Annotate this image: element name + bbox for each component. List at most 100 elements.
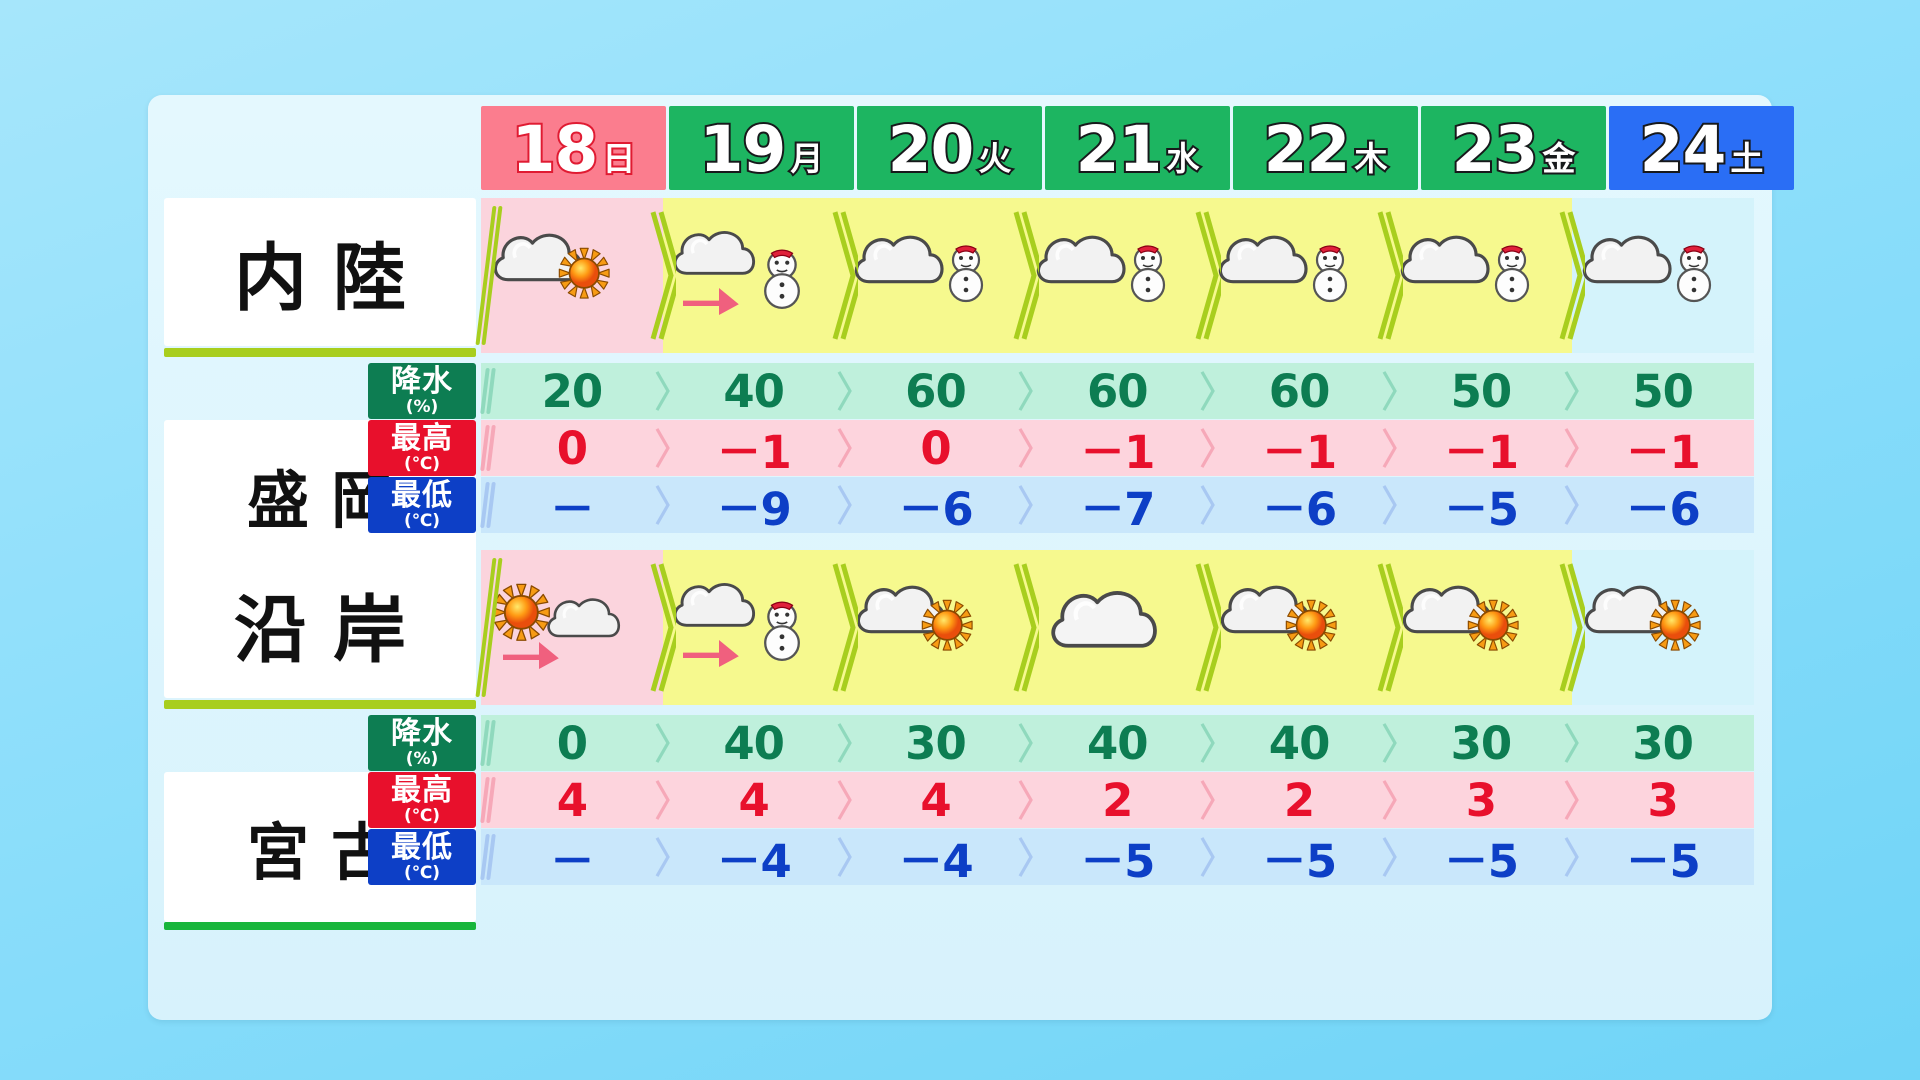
label-title: 最低 bbox=[391, 829, 453, 865]
chevron-separator bbox=[1561, 721, 1583, 765]
label-high-temp: 最高 (℃) bbox=[368, 420, 476, 476]
row-low-temp-inland: 最低 (℃) － －9 －6 －7 －6 －5 －6 bbox=[148, 477, 1772, 536]
cloud-snow-icon bbox=[1214, 214, 1384, 338]
chevron-separator bbox=[1561, 483, 1583, 527]
weather-cell-day-20[interactable] bbox=[844, 198, 1045, 353]
chevron-separator bbox=[1561, 778, 1583, 822]
day-number: 23 bbox=[1450, 112, 1541, 186]
cloud-snow-icon bbox=[1578, 214, 1748, 338]
row-precipitation-inland: 降水 (%) 20 40 60 60 60 50 50 bbox=[148, 363, 1772, 419]
day-weekday: 水 bbox=[1164, 138, 1201, 178]
label-low-temp: 最低 (℃) bbox=[368, 477, 476, 533]
value-cell-day-22: －1 bbox=[1208, 420, 1397, 479]
chevron-separator bbox=[652, 369, 674, 413]
value-cell-day-24: 3 bbox=[1647, 773, 1679, 827]
value-cell-day-23: －1 bbox=[1390, 420, 1579, 479]
chevron-separator bbox=[1197, 721, 1219, 765]
chevron-separator bbox=[1197, 835, 1219, 879]
weather-cell-day-24[interactable] bbox=[1571, 198, 1754, 353]
value-cell-day-23: 50 bbox=[1390, 363, 1579, 419]
day-header-19[interactable]: 19 月 bbox=[669, 106, 854, 190]
day-header-18[interactable]: 18 日 bbox=[481, 106, 666, 190]
chevron-separator bbox=[1015, 835, 1037, 879]
day-number: 19 bbox=[698, 112, 789, 186]
weather-cell-day-18[interactable] bbox=[475, 550, 682, 705]
value-cell-day-19: －4 bbox=[663, 829, 852, 888]
chevron-separator bbox=[1015, 778, 1037, 822]
label-unit: (%) bbox=[405, 748, 439, 769]
label-unit: (℃) bbox=[403, 862, 441, 883]
value-cell-day-20: 30 bbox=[845, 715, 1034, 771]
value-cell-day-24: －5 bbox=[1625, 834, 1701, 888]
value-cell-day-20: 0 bbox=[845, 420, 1034, 476]
weather-cell-day-22[interactable] bbox=[1208, 550, 1409, 705]
region-name-inland: 内陸 bbox=[164, 198, 476, 346]
cells: 4 4 4 2 2 3 3 bbox=[480, 772, 1754, 828]
cells: 20 40 60 60 60 50 50 bbox=[480, 363, 1754, 419]
chevron-separator bbox=[1561, 369, 1583, 413]
day-header-24[interactable]: 24 土 bbox=[1609, 106, 1794, 190]
weather-cell-day-24[interactable] bbox=[1571, 550, 1754, 705]
weather-cell-day-18[interactable] bbox=[475, 198, 682, 353]
value-cell-day-20: －6 bbox=[845, 477, 1034, 536]
value-cell-day-22: 60 bbox=[1208, 363, 1397, 419]
day-weekday: 月 bbox=[788, 138, 825, 178]
label-title: 最高 bbox=[391, 420, 453, 456]
day-divider-bar bbox=[480, 482, 496, 528]
day-header-23[interactable]: 23 金 bbox=[1421, 106, 1606, 190]
day-divider-bar bbox=[475, 206, 503, 345]
value-cell-day-24: 50 bbox=[1632, 364, 1694, 418]
weather-cell-day-19[interactable] bbox=[662, 550, 864, 705]
chevron-separator bbox=[834, 778, 856, 822]
value-cell-day-19: －1 bbox=[663, 420, 852, 479]
value-cell-day-20: 4 bbox=[845, 772, 1034, 828]
day-divider-bar bbox=[480, 777, 496, 823]
chevron-separator bbox=[1197, 778, 1219, 822]
value-cell-day-22: －6 bbox=[1208, 477, 1397, 536]
day-divider-bar bbox=[475, 558, 503, 697]
weather-cell-day-21[interactable] bbox=[1026, 550, 1227, 705]
chevron-separator bbox=[652, 721, 674, 765]
weather-cell-day-22[interactable] bbox=[1208, 198, 1409, 353]
value-cell-day-21: 2 bbox=[1026, 772, 1216, 828]
region-name-coast: 沿岸 bbox=[164, 550, 476, 698]
chevron-separator bbox=[1197, 369, 1219, 413]
weather-icon-strip-coast bbox=[475, 550, 1754, 705]
value-cell-day-22: 40 bbox=[1208, 715, 1397, 771]
day-weekday: 日 bbox=[600, 138, 637, 178]
value-cell-day-21: 60 bbox=[1026, 363, 1216, 419]
value-cell-day-21: －1 bbox=[1026, 420, 1216, 479]
chevron-separator bbox=[1379, 835, 1401, 879]
value-cell-day-18: － bbox=[480, 829, 670, 888]
day-header-20[interactable]: 20 火 bbox=[857, 106, 1042, 190]
cloud-sun-icon bbox=[1214, 566, 1384, 690]
day-header-21[interactable]: 21 水 bbox=[1045, 106, 1230, 190]
value-cell-day-23: －5 bbox=[1390, 477, 1579, 536]
label-title: 最高 bbox=[391, 772, 453, 808]
region-underline bbox=[164, 700, 476, 709]
cells: － －4 －4 －5 －5 －5 －5 bbox=[480, 829, 1754, 888]
day-number: 18 bbox=[510, 112, 601, 186]
region-label: 内陸 bbox=[234, 236, 432, 321]
weather-cell-day-19[interactable] bbox=[662, 198, 864, 353]
day-weekday: 土 bbox=[1728, 138, 1765, 178]
chevron-separator bbox=[1197, 426, 1219, 470]
day-divider-bar bbox=[480, 368, 496, 414]
day-number: 22 bbox=[1262, 112, 1353, 186]
chevron-separator bbox=[1015, 369, 1037, 413]
cloud-sun-icon bbox=[850, 566, 1020, 690]
weather-cell-day-23[interactable] bbox=[1389, 550, 1591, 705]
label-title: 降水 bbox=[391, 363, 453, 399]
chevron-separator bbox=[652, 483, 674, 527]
value-cell-day-24: －6 bbox=[1625, 482, 1701, 536]
weather-icon-strip-inland bbox=[475, 198, 1754, 353]
weather-cell-day-23[interactable] bbox=[1389, 198, 1591, 353]
value-cell-day-23: 30 bbox=[1390, 715, 1579, 771]
day-divider-bar bbox=[480, 834, 496, 880]
label-title: 最低 bbox=[391, 477, 453, 513]
weather-cell-day-20[interactable] bbox=[844, 550, 1045, 705]
chevron-separator bbox=[1379, 426, 1401, 470]
sun-cloud-icon bbox=[487, 566, 657, 690]
day-header-22[interactable]: 22 木 bbox=[1233, 106, 1418, 190]
weather-cell-day-21[interactable] bbox=[1026, 198, 1227, 353]
